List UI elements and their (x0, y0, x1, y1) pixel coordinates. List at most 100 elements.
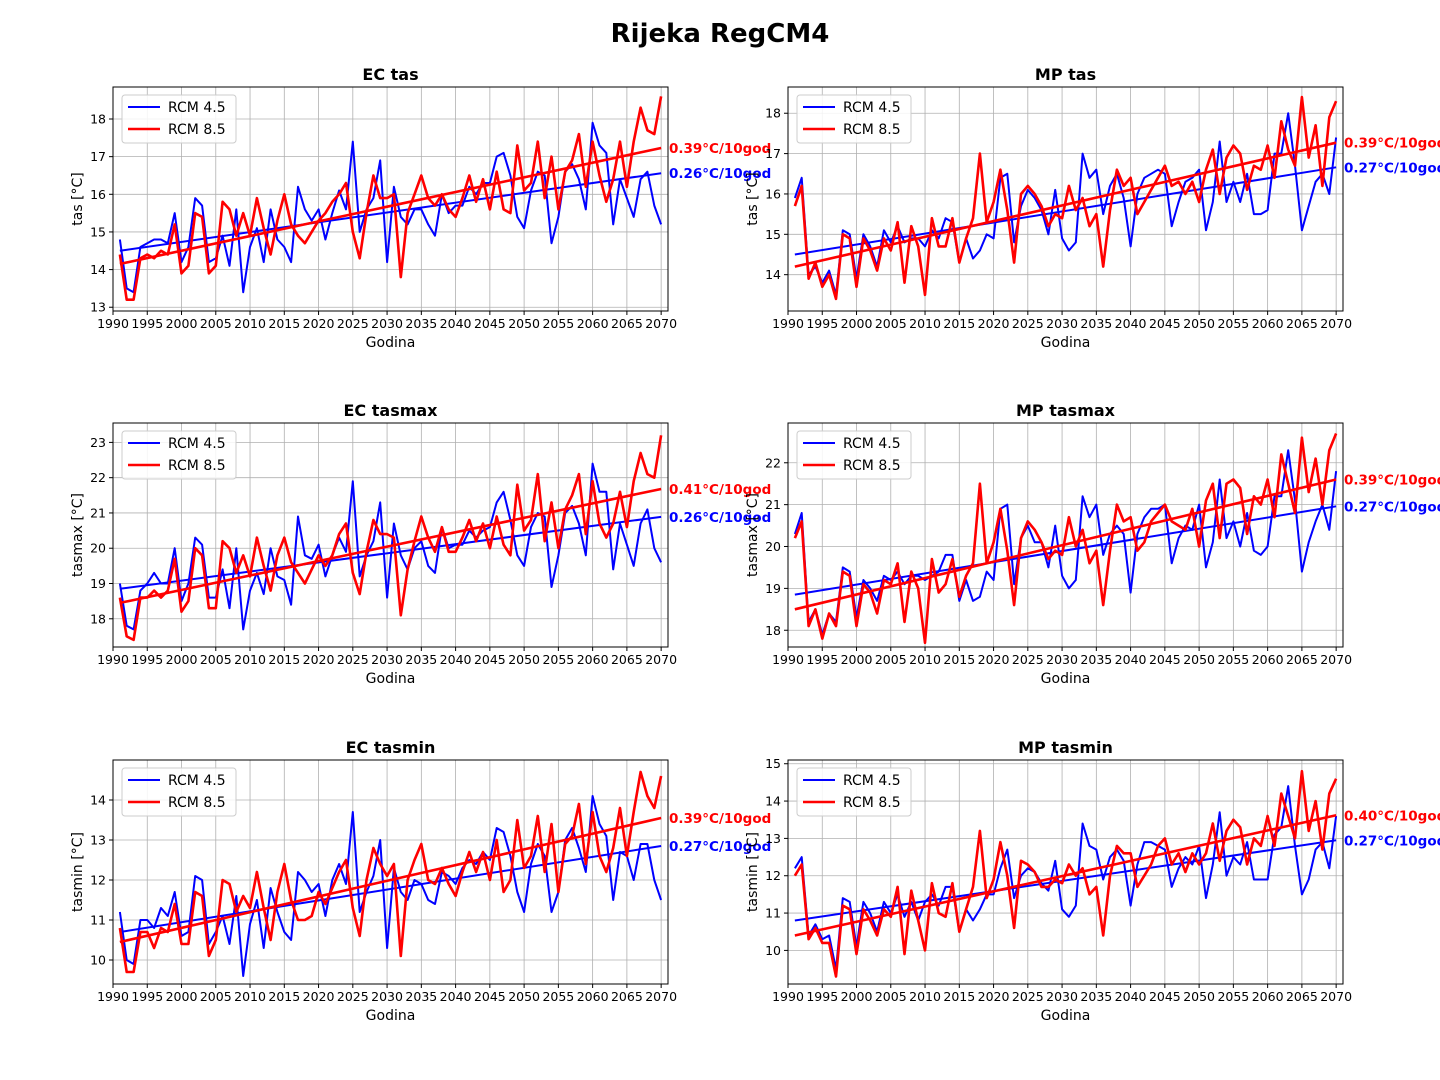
x-tick-label: 2050 (1183, 989, 1215, 1004)
x-tick-label: 2030 (1046, 652, 1078, 667)
y-axis-label: tas [°C] (70, 172, 86, 226)
chart-panel: 1990 1995 2000 2005 2010 2015 2020 2025 2030 2035… (745, 65, 1440, 351)
y-tick-label: 18 (765, 623, 781, 638)
y-tick-label: 14 (765, 794, 781, 809)
x-tick-label: 1995 (806, 989, 838, 1004)
plot-area (118, 770, 663, 977)
x-tick-label: 2030 (371, 989, 403, 1004)
x-tick-label: 2035 (405, 316, 437, 331)
x-tick-label: 2010 (909, 989, 941, 1004)
x-tick-label: 2010 (234, 989, 266, 1004)
trend-line-rcm45 (794, 166, 1337, 256)
x-tick-label: 2045 (474, 989, 506, 1004)
trend-label-rcm45: 0.27°C/10god (669, 839, 771, 855)
x-tick-label: 2050 (508, 316, 540, 331)
x-tick-label: 2050 (508, 989, 540, 1004)
y-tick-label: 20 (765, 539, 781, 554)
y-tick-label: 19 (90, 576, 106, 591)
x-tick-label: 2055 (542, 652, 574, 667)
trend-line-rcm45 (119, 515, 662, 590)
axes-frame (112, 86, 669, 312)
plot-area (118, 96, 663, 302)
trend-label-rcm85: 0.39°C/10god (1344, 136, 1440, 152)
y-tick-label: 17 (90, 149, 106, 164)
y-tick-label: 21 (765, 497, 781, 512)
x-axis-label: Godina (366, 671, 416, 687)
x-tick-label: 2015 (943, 652, 975, 667)
y-axis-label: tasmin [°C] (745, 832, 761, 912)
y-tick-label: 20 (90, 541, 106, 556)
axes-frame (112, 422, 669, 648)
x-tick-label: 2005 (875, 989, 907, 1004)
axes-frame (787, 759, 1344, 985)
y-axis-label: tasmin [°C] (70, 832, 86, 912)
chart-panel: 1990 1995 2000 2005 2010 2015 2020 2025 2030 2035… (70, 401, 771, 687)
x-tick-label: 2055 (542, 989, 574, 1004)
y-tick-label: 11 (765, 906, 781, 921)
x-tick-label: 2020 (303, 989, 335, 1004)
series-line-rcm85 (793, 769, 1338, 978)
x-tick-label: 2050 (1183, 652, 1215, 667)
x-tick-label: 2040 (440, 316, 472, 331)
trend-line-rcm85 (794, 478, 1337, 611)
chart-title: MP tasmax (1016, 401, 1116, 420)
legend: RCM 4.5 RCM 8.5 (121, 430, 237, 480)
x-tick-label: 2005 (875, 316, 907, 331)
x-tick-label: 2035 (1080, 316, 1112, 331)
legend-label: RCM 4.5 (168, 100, 226, 116)
x-tick-label: 2065 (611, 316, 643, 331)
x-tick-label: 2040 (1115, 989, 1147, 1004)
x-tick-label: 2070 (1320, 989, 1352, 1004)
y-tick-label: 12 (765, 868, 781, 883)
x-axis-label: Godina (1041, 671, 1091, 687)
series-line-rcm85 (793, 95, 1338, 301)
x-tick-label: 2060 (1252, 989, 1284, 1004)
legend-label: RCM 8.5 (843, 122, 901, 138)
legend-label: RCM 4.5 (168, 436, 226, 452)
y-tick-label: 18 (765, 106, 781, 121)
trend-label-rcm85: 0.41°C/10god (669, 482, 771, 498)
legend-label: RCM 8.5 (168, 122, 226, 138)
y-tick-label: 13 (90, 833, 106, 848)
trend-line-rcm45 (119, 845, 662, 933)
legend-label: RCM 4.5 (843, 436, 901, 452)
trend-line-rcm85 (794, 813, 1337, 937)
x-tick-label: 2010 (234, 652, 266, 667)
x-tick-label: 2005 (200, 652, 232, 667)
x-tick-label: 2060 (1252, 652, 1284, 667)
chart-title: EC tasmax (344, 401, 439, 420)
x-tick-label: 2045 (1149, 989, 1181, 1004)
x-tick-label: 1990 (772, 316, 804, 331)
trend-line-rcm85 (119, 816, 662, 944)
trend-label-rcm45: 0.27°C/10god (1344, 160, 1440, 176)
x-tick-label: 2015 (268, 316, 300, 331)
x-tick-label: 2015 (268, 652, 300, 667)
legend-label: RCM 8.5 (843, 458, 901, 474)
x-tick-label: 1995 (131, 652, 163, 667)
x-tick-label: 2000 (166, 989, 198, 1004)
figure-title: Rijeka RegCM4 (611, 19, 830, 49)
legend-label: RCM 8.5 (168, 795, 226, 811)
x-tick-label: 2015 (943, 989, 975, 1004)
chart-panel: 1990 1995 2000 2005 2010 2015 2020 2025 2030 2035… (70, 738, 771, 1024)
x-tick-label: 2005 (875, 652, 907, 667)
x-tick-label: 2045 (1149, 316, 1181, 331)
x-tick-label: 2000 (841, 316, 873, 331)
series-line-rcm85 (118, 96, 663, 302)
x-tick-label: 2045 (1149, 652, 1181, 667)
y-axis-label: tas [°C] (745, 172, 761, 226)
x-tick-label: 2060 (577, 989, 609, 1004)
x-tick-label: 2025 (1012, 989, 1044, 1004)
x-tick-label: 2005 (200, 316, 232, 331)
y-tick-label: 19 (765, 581, 781, 596)
x-tick-label: 2035 (1080, 989, 1112, 1004)
x-tick-label: 2010 (909, 316, 941, 331)
x-axis-label: Godina (1041, 1008, 1091, 1024)
y-tick-label: 13 (765, 831, 781, 846)
plot-area (118, 435, 663, 642)
x-tick-label: 2025 (1012, 652, 1044, 667)
x-tick-label: 2025 (337, 652, 369, 667)
x-axis-label: Godina (366, 1008, 416, 1024)
x-tick-label: 2020 (978, 316, 1010, 331)
